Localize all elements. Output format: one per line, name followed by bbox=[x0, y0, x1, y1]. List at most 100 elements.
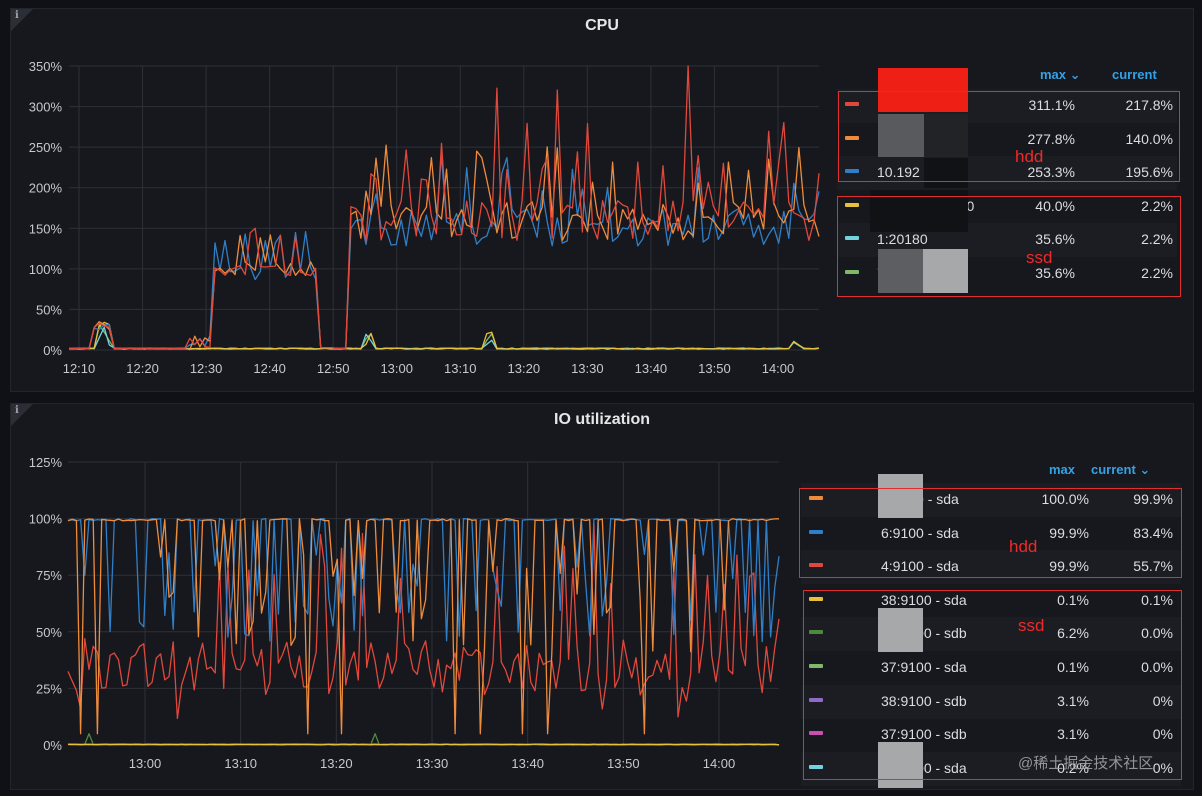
legend-swatch[interactable] bbox=[809, 764, 823, 769]
x-tick-label: 14:00 bbox=[703, 756, 736, 771]
legend-max-value: 277.8% bbox=[1027, 130, 1075, 147]
series-line[interactable] bbox=[69, 65, 820, 350]
redaction-mask bbox=[878, 68, 968, 112]
x-tick-label: 12:10 bbox=[63, 361, 96, 376]
legend-series-name[interactable]: 6:9100 - sda bbox=[881, 524, 959, 541]
hdd-annotation-box bbox=[799, 488, 1182, 578]
legend-current-value: 2.2% bbox=[1141, 264, 1173, 281]
legend-swatch[interactable] bbox=[845, 269, 859, 274]
legend-max-value: 0.2% bbox=[1057, 759, 1089, 776]
legend-item[interactable]: 38:9100 - sdb 3.1% 0% bbox=[801, 684, 1181, 719]
x-tick-label: 13:10 bbox=[444, 361, 477, 376]
x-tick-label: 12:40 bbox=[253, 361, 286, 376]
legend-item[interactable]: 38:9100 - sda 0.1% 0.1% bbox=[801, 584, 1181, 618]
legend-current-value: 99.9% bbox=[1133, 491, 1173, 507]
panel-info-corner[interactable] bbox=[11, 9, 33, 31]
legend-current-header[interactable]: current bbox=[1112, 67, 1157, 82]
watermark: @稀土掘金技术社区 bbox=[1018, 755, 1154, 772]
redaction-mask bbox=[870, 190, 968, 232]
y-tick-label: 200% bbox=[29, 181, 63, 196]
info-icon[interactable]: i bbox=[15, 405, 19, 416]
legend-max-header[interactable]: max ⌄ bbox=[1040, 67, 1081, 82]
x-tick-label: 13:50 bbox=[698, 361, 731, 376]
cpu-chart[interactable]: 0% 50% 100% 150% 200% 250% 300% 350% 12:10 12:20 1… bbox=[11, 9, 831, 392]
redaction-mask bbox=[878, 742, 923, 788]
legend-item[interactable]: :20180277.8%140.0% bbox=[837, 123, 1177, 157]
legend-series-name[interactable]: 37:9100 - sda bbox=[881, 659, 967, 675]
legend-current-value: 55.7% bbox=[1133, 558, 1173, 575]
legend-max-value: 3.1% bbox=[1057, 692, 1089, 709]
legend-max-header[interactable]: max bbox=[1049, 462, 1076, 477]
x-tick-label: 13:40 bbox=[635, 361, 668, 376]
legend-swatch[interactable] bbox=[845, 236, 859, 240]
hdd-annotation-label: hdd bbox=[1015, 147, 1044, 166]
series-line[interactable] bbox=[67, 522, 780, 720]
legend-max-value: 40.0% bbox=[1035, 197, 1075, 214]
io-chart[interactable]: 0% 25% 50% 75% 100% 125% 13:00 13:10 13:20 13:30 1… bbox=[11, 404, 791, 790]
legend-swatch[interactable] bbox=[845, 135, 859, 140]
legend-max-value: 0.1% bbox=[1057, 591, 1089, 608]
legend-series-name[interactable]: 38:9100 - sdb bbox=[881, 692, 967, 709]
redaction-mask bbox=[924, 158, 968, 188]
legend-swatch[interactable] bbox=[809, 563, 823, 568]
legend-current-value: 0% bbox=[1152, 726, 1173, 743]
legend-item[interactable]: 37:9100 - sdb 3.1% 0% bbox=[801, 718, 1181, 752]
x-tick-label: 13:20 bbox=[320, 756, 353, 771]
panel-title[interactable]: CPU bbox=[585, 17, 619, 34]
series-line[interactable] bbox=[67, 733, 780, 746]
legend-item[interactable]: 71:9100 - sdb 6.2% 0.0% bbox=[801, 617, 1181, 652]
x-tick-label: 12:50 bbox=[317, 361, 350, 376]
y-tick-label: 75% bbox=[36, 568, 62, 583]
legend-max-value: 100.0% bbox=[1041, 491, 1089, 507]
x-tick-label: 13:30 bbox=[416, 756, 449, 771]
series-line[interactable] bbox=[67, 518, 780, 735]
redaction-mask bbox=[923, 249, 968, 293]
legend-swatch[interactable] bbox=[809, 596, 823, 601]
legend-item[interactable]: 4:9100 - sda 99.9% 55.7% bbox=[801, 550, 1181, 585]
y-tick-label: 150% bbox=[29, 221, 63, 236]
y-tick-label: 0% bbox=[43, 343, 62, 358]
info-icon[interactable]: i bbox=[15, 10, 19, 21]
y-tick-label: 125% bbox=[29, 455, 63, 470]
hdd-annotation-box bbox=[838, 91, 1180, 182]
legend-series-name[interactable]: 4:9100 - sda bbox=[881, 558, 959, 575]
panel-info-corner[interactable] bbox=[11, 404, 33, 426]
legend-item[interactable]: 37:9100 - sda 0.1% 0.0% bbox=[801, 651, 1181, 685]
legend-swatch[interactable] bbox=[809, 630, 823, 635]
series-line[interactable] bbox=[69, 321, 820, 350]
legend-current-header[interactable]: current ⌄ bbox=[1091, 462, 1151, 477]
legend-item[interactable]: 10.192 :20180 253.3% 195.6% bbox=[837, 156, 1177, 190]
legend-swatch[interactable] bbox=[809, 496, 823, 500]
legend-max-value: 35.6% bbox=[1035, 264, 1075, 281]
legend-current-value: 0% bbox=[1152, 759, 1173, 776]
legend-swatch[interactable] bbox=[809, 697, 823, 702]
series-line[interactable] bbox=[68, 743, 780, 746]
y-tick-label: 100% bbox=[29, 262, 63, 277]
legend-swatch[interactable] bbox=[845, 102, 859, 106]
panel-title[interactable]: IO utilization bbox=[554, 411, 650, 428]
legend-series-name[interactable]: 38:9100 - sda bbox=[881, 591, 967, 608]
series-line[interactable] bbox=[68, 324, 820, 350]
legend-item[interactable]: 6:9100 - sda 99.9% 83.4% bbox=[801, 517, 1181, 551]
x-tick-label: 13:30 bbox=[571, 361, 604, 376]
legend-current-value: 0.1% bbox=[1141, 591, 1173, 608]
legend-series-name[interactable]: 1:20180 bbox=[877, 231, 928, 247]
x-tick-label: 12:20 bbox=[126, 361, 159, 376]
redaction-mask bbox=[878, 608, 923, 652]
y-tick-label: 50% bbox=[36, 625, 62, 640]
legend-swatch[interactable] bbox=[845, 202, 859, 207]
legend-swatch[interactable] bbox=[809, 664, 823, 668]
x-tick-label: 13:00 bbox=[380, 361, 413, 376]
legend-series-name[interactable]: 37:9100 - sdb bbox=[881, 726, 967, 743]
legend-swatch[interactable] bbox=[845, 169, 859, 173]
legend-swatch[interactable] bbox=[809, 731, 823, 736]
x-tick-label: 12:30 bbox=[190, 361, 223, 376]
x-tick-label: 13:20 bbox=[508, 361, 541, 376]
io-utilization-panel: i IO utilization 0% 25% 50% 75% 100% 125% 13:0… bbox=[10, 403, 1194, 790]
y-tick-label: 300% bbox=[29, 100, 63, 115]
legend-swatch[interactable] bbox=[809, 529, 823, 534]
legend-max-value: 3.1% bbox=[1057, 726, 1089, 743]
series-line[interactable] bbox=[68, 326, 820, 350]
legend-current-value: 217.8% bbox=[1125, 97, 1173, 113]
series-line[interactable] bbox=[69, 144, 820, 351]
